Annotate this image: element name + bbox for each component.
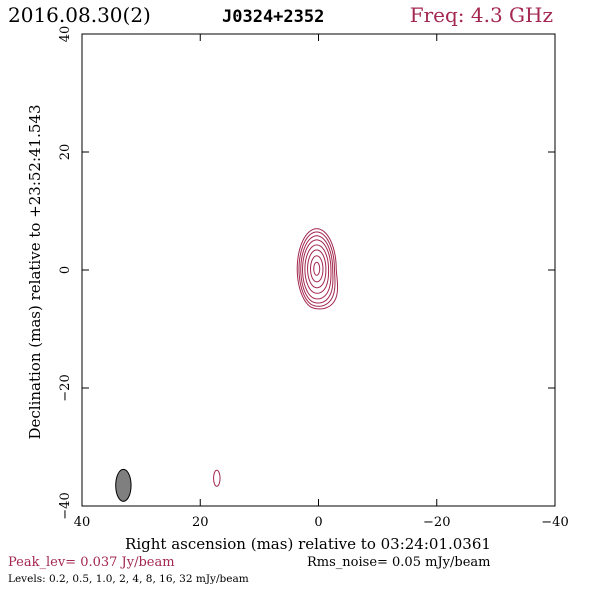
x-tick-label: −40 [541, 515, 568, 530]
contour-level-4 [302, 239, 332, 300]
axis-ticks [81, 33, 556, 507]
frequency-label: Freq: 4.3 GHz [410, 3, 553, 27]
contour-level-3 [300, 235, 334, 304]
contour-level-6 [307, 249, 327, 289]
contour-level-5 [304, 244, 330, 294]
contour-group [213, 228, 339, 487]
x-tick-label: 0 [314, 515, 322, 530]
secondary-contour [213, 469, 221, 487]
x-axis-label: Right ascension (mas) relative to 03:24:… [125, 535, 491, 553]
x-tick-label: 20 [192, 515, 209, 530]
contour-level-8 [313, 261, 321, 276]
y-tick-label: −20 [58, 374, 73, 401]
y-tick-label: 0 [58, 266, 73, 274]
beam-group [115, 468, 132, 502]
x-tick-label: −20 [423, 515, 450, 530]
y-tick-label: 20 [58, 144, 73, 161]
observation-date: 2016.08.30(2) [8, 3, 151, 27]
y-tick-label: −40 [58, 492, 73, 519]
x-tick-labels: 40 20 0 −20 −40 [74, 515, 569, 530]
peak-level: Peak_lev= 0.037 Jy/beam [8, 555, 175, 570]
y-tick-label: 40 [58, 26, 73, 43]
contour-level-2 [298, 231, 336, 307]
rms-noise: Rms_noise= 0.05 mJy/beam [307, 555, 490, 570]
beam-ellipse [115, 468, 132, 502]
contour-level-1 [296, 228, 339, 310]
x-tick-label: 40 [74, 515, 91, 530]
y-tick-labels: −40 −20 0 20 40 [58, 26, 73, 520]
y-axis-label: Declination (mas) relative to +23:52:41.… [26, 104, 44, 439]
source-name: J0324+2352 [222, 7, 324, 27]
plot-frame [81, 33, 556, 507]
contour-levels: Levels: 0.2, 0.5, 1.0, 2, 4, 8, 16, 32 m… [8, 573, 249, 585]
contour-level-7 [310, 255, 324, 283]
